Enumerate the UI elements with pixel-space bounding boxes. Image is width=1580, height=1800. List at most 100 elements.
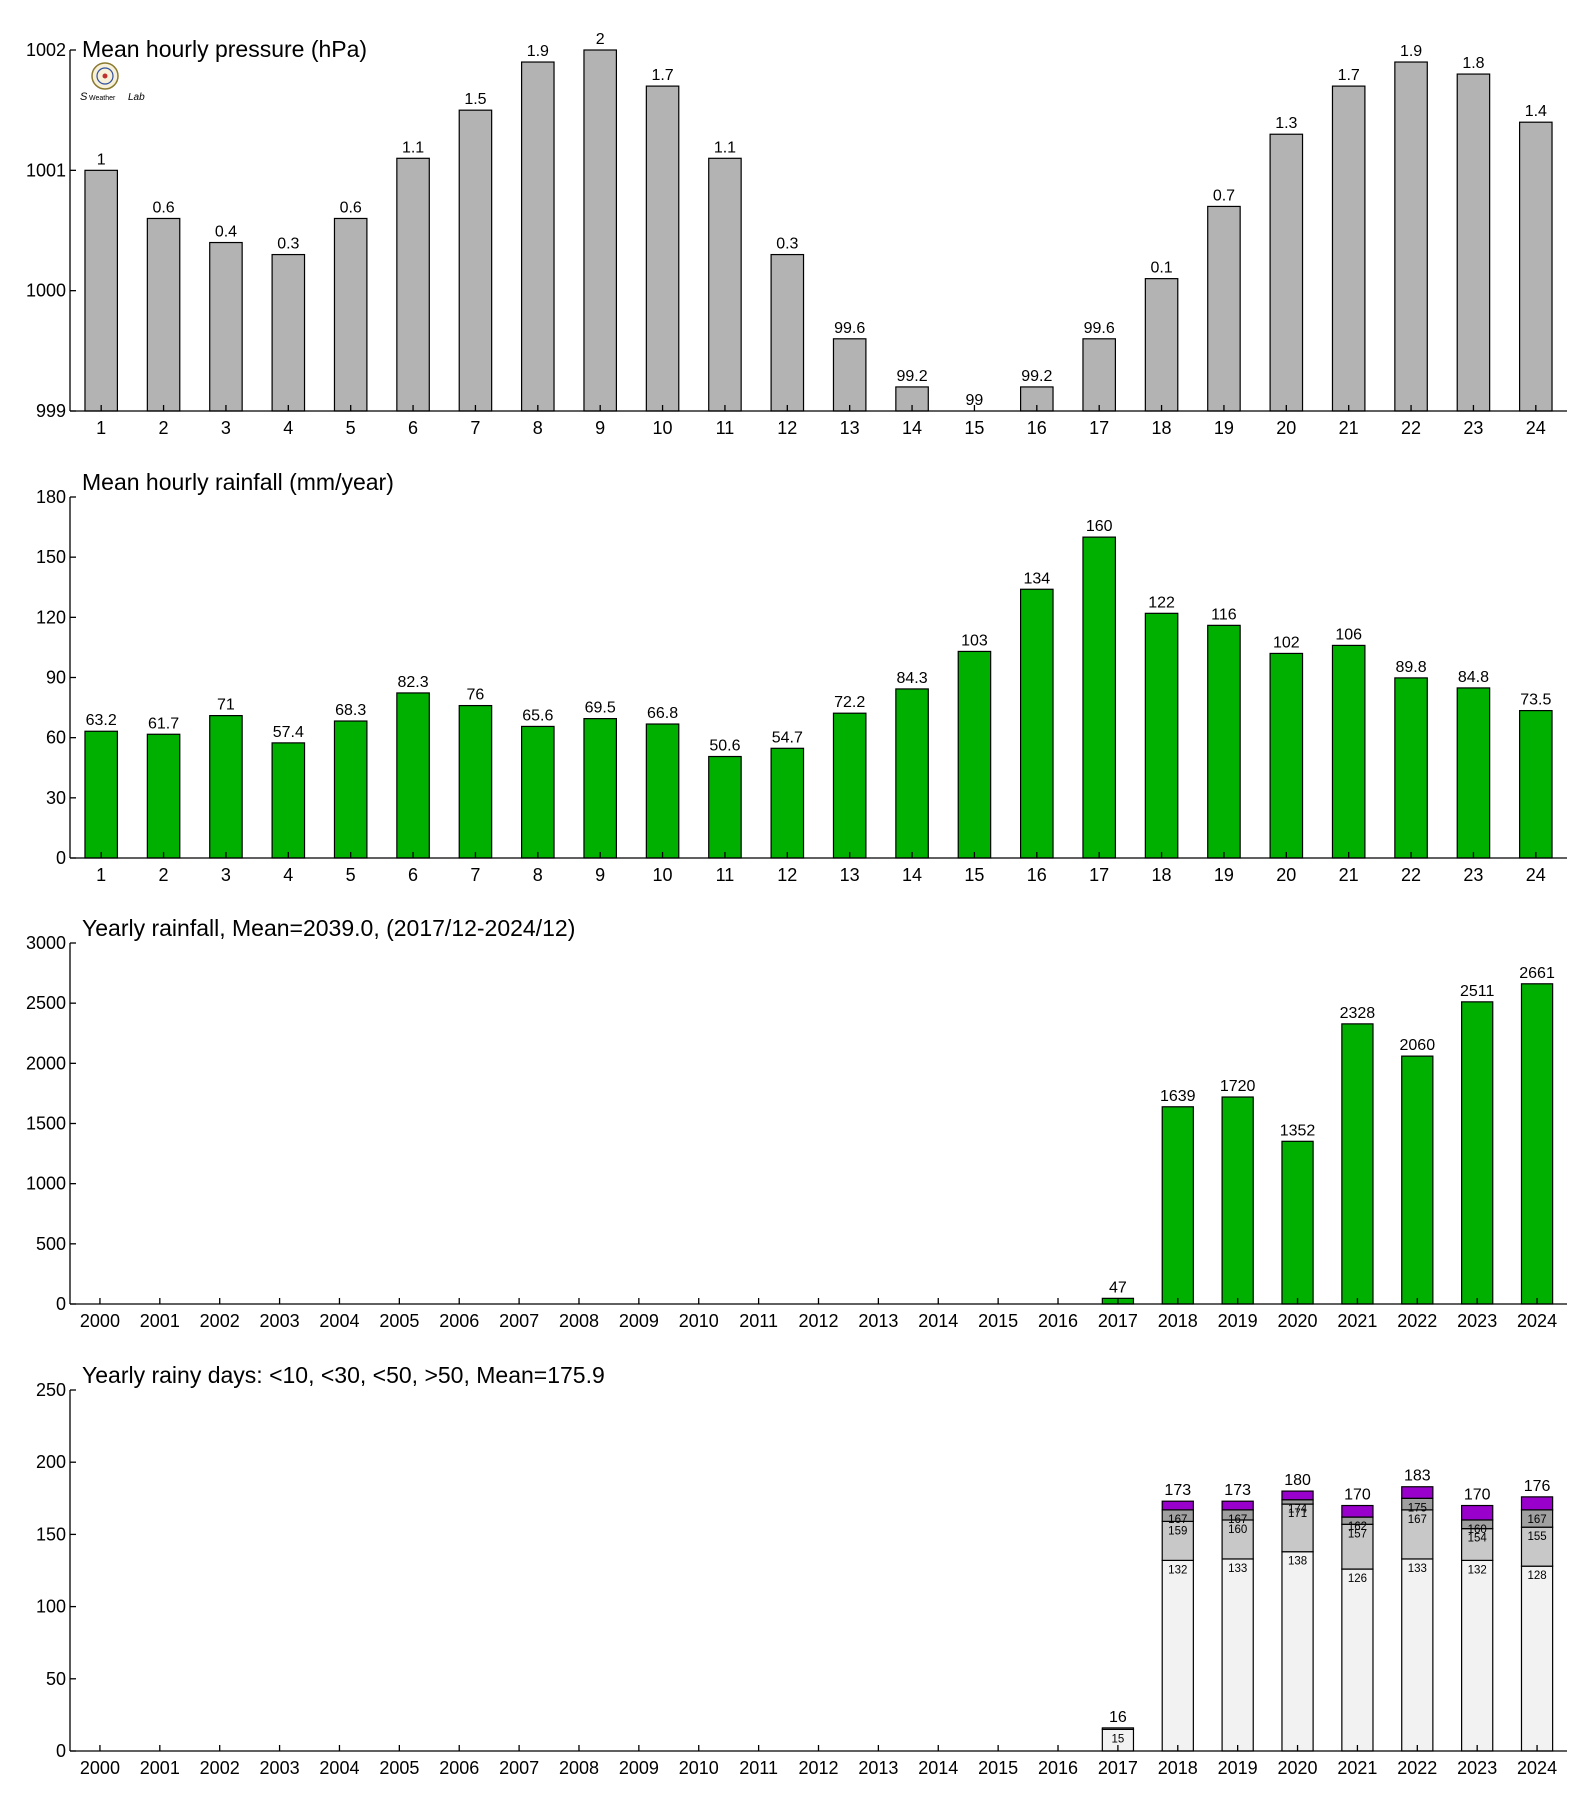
- x-tick-label: 2012: [798, 1311, 838, 1331]
- x-tick-label: 2007: [499, 1758, 539, 1778]
- x-tick-label: 2021: [1337, 1758, 1377, 1778]
- bar: [1269, 652, 1304, 859]
- bar: [396, 692, 430, 859]
- data-label: 69.5: [585, 700, 616, 717]
- data-label: 68.3: [335, 702, 366, 719]
- x-tick-label: 17: [1089, 865, 1109, 885]
- y-tick-label: 999: [36, 401, 66, 421]
- bar: [708, 755, 742, 859]
- x-tick-label: 14: [902, 418, 922, 438]
- segment-label: 138: [1288, 1556, 1307, 1568]
- data-label: 170: [1464, 1487, 1491, 1504]
- data-label: 84.8: [1458, 669, 1489, 686]
- bar: [209, 715, 243, 859]
- data-label: 84.3: [896, 670, 927, 687]
- data-label: 134: [1023, 570, 1050, 587]
- segment-label: 126: [1348, 1573, 1367, 1585]
- x-tick-label: 2001: [140, 1311, 180, 1331]
- data-label: 99.6: [834, 320, 865, 337]
- bar: [1207, 205, 1241, 412]
- stack-segment: [1341, 1523, 1374, 1570]
- x-tick-label: 2014: [918, 1311, 958, 1331]
- y-tick-label: 2000: [26, 1053, 66, 1073]
- x-tick-label: 13: [840, 418, 860, 438]
- x-tick-label: 2: [159, 418, 169, 438]
- x-tick-label: 11: [716, 865, 735, 885]
- segment-label: 154: [1468, 1533, 1488, 1545]
- x-tick-label: 2019: [1218, 1311, 1258, 1331]
- stack-segment: [1461, 1528, 1494, 1561]
- data-label: 1720: [1220, 1078, 1256, 1095]
- x-tick-label: 2000: [80, 1311, 120, 1331]
- segment-label: 167: [1168, 1514, 1187, 1526]
- y-tick-label: 50: [46, 1669, 66, 1689]
- data-label: 76: [467, 687, 485, 704]
- bar: [1456, 73, 1491, 412]
- data-label: 1.1: [714, 139, 736, 156]
- x-tick-label: 2023: [1457, 1758, 1497, 1778]
- x-tick-label: 8: [533, 418, 543, 438]
- x-tick-label: 12: [777, 418, 797, 438]
- stack-segment: [1221, 1519, 1254, 1560]
- bar: [1518, 709, 1553, 859]
- x-tick-label: 2004: [319, 1758, 359, 1778]
- bar: [832, 712, 867, 859]
- x-tick-label: 3: [221, 865, 231, 885]
- y-tick-label: 1500: [26, 1114, 66, 1134]
- x-tick-label: 19: [1214, 418, 1234, 438]
- data-label: 1.7: [1338, 67, 1360, 84]
- x-tick-label: 2023: [1457, 1311, 1497, 1331]
- segment-label: 167: [1228, 1514, 1247, 1526]
- segment-label: 155: [1527, 1531, 1546, 1543]
- stack-segment: [1161, 1500, 1194, 1511]
- bar: [396, 157, 430, 412]
- data-label: 82.3: [397, 674, 428, 691]
- data-label: 71: [217, 697, 235, 714]
- data-label: 1.4: [1525, 103, 1547, 120]
- data-label: 0.4: [215, 224, 237, 241]
- x-tick-label: 11: [716, 418, 735, 438]
- segment-label: 167: [1527, 1514, 1546, 1526]
- y-tick-label: 2500: [26, 993, 66, 1013]
- data-label: 170: [1344, 1487, 1371, 1504]
- x-tick-label: 20: [1276, 418, 1296, 438]
- bar: [832, 338, 867, 412]
- stack-segment: [1520, 1565, 1554, 1752]
- x-tick-label: 6: [408, 418, 418, 438]
- bar: [209, 241, 243, 412]
- bar: [645, 723, 680, 859]
- x-tick-label: 2002: [200, 1311, 240, 1331]
- segment-label: 132: [1168, 1564, 1187, 1576]
- data-label: 0.6: [340, 199, 362, 216]
- bar: [1456, 687, 1491, 859]
- data-label: 1.5: [464, 91, 486, 108]
- data-label: 99.6: [1084, 320, 1115, 337]
- x-tick-label: 2024: [1517, 1311, 1557, 1331]
- y-tick-label: 0: [56, 1741, 66, 1761]
- data-label: 99.2: [1021, 368, 1052, 385]
- y-tick-label: 90: [46, 668, 66, 688]
- x-tick-label: 2014: [918, 1758, 958, 1778]
- x-tick-label: 2010: [679, 1311, 719, 1331]
- bar: [520, 61, 555, 412]
- stack-segment: [1520, 1496, 1554, 1511]
- x-tick-label: 2013: [858, 1758, 898, 1778]
- bar: [1331, 85, 1366, 412]
- data-label: 0.3: [776, 236, 798, 253]
- data-label: 2511: [1460, 983, 1495, 1000]
- bar: [458, 109, 493, 412]
- bar: [1161, 1106, 1194, 1305]
- bar: [84, 169, 119, 412]
- x-tick-label: 17: [1089, 418, 1109, 438]
- data-label: 176: [1524, 1478, 1551, 1495]
- panel-mean-hourly-rainfall: Mean hourly rainfall (mm/year)0306090120…: [36, 469, 1567, 885]
- y-tick-label: 1000: [26, 281, 66, 301]
- x-tick-label: 18: [1152, 865, 1172, 885]
- bar: [84, 730, 119, 859]
- data-label: 1639: [1160, 1088, 1196, 1105]
- x-tick-label: 2015: [978, 1758, 1018, 1778]
- bar: [520, 725, 555, 859]
- x-tick-label: 2017: [1098, 1758, 1138, 1778]
- y-tick-label: 1001: [26, 160, 66, 180]
- stack-segment: [1281, 1551, 1314, 1752]
